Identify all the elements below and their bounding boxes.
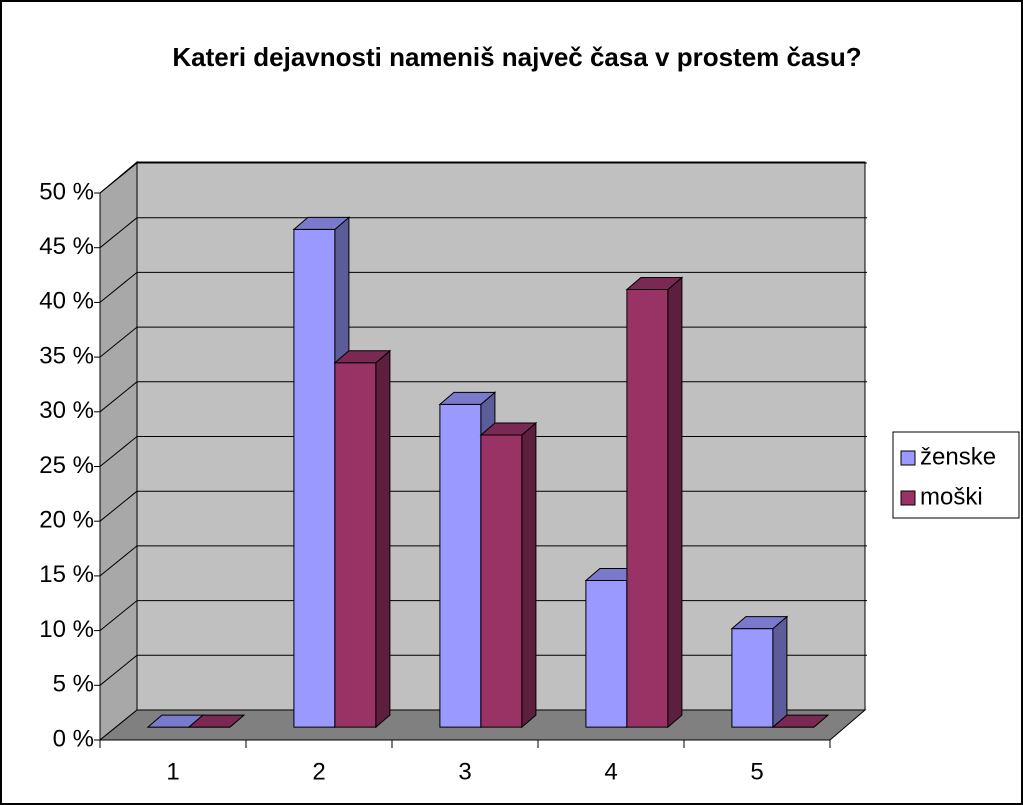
bar-front	[293, 228, 336, 728]
y-tick-label: 10 %	[39, 616, 94, 643]
bar-front	[731, 628, 774, 728]
grid-line	[99, 436, 138, 467]
grid-line	[99, 272, 138, 303]
y-tick-label: 15 %	[39, 561, 94, 588]
bar	[771, 714, 830, 728]
legend-label: ženske	[920, 443, 996, 470]
bar-front	[480, 434, 523, 728]
x-tick-label: 4	[604, 758, 617, 785]
bar-front	[439, 403, 482, 728]
bar-top	[730, 616, 789, 630]
y-tick-label: 25 %	[39, 452, 94, 479]
bar-side	[772, 615, 788, 729]
bar	[333, 349, 392, 729]
bar-top	[333, 350, 392, 364]
grid-line	[99, 490, 138, 522]
legend-box	[892, 431, 1020, 519]
bar	[730, 615, 789, 729]
y-tick-label: 45 %	[39, 233, 94, 260]
grid-line	[99, 326, 138, 358]
legend-swatch	[900, 450, 916, 466]
chart-title: Kateri dejavnosti nameniš največ časa v …	[172, 42, 862, 72]
bar-top	[625, 277, 684, 290]
grid-line	[99, 654, 138, 686]
bar-side	[375, 349, 391, 729]
grid-line	[99, 162, 138, 194]
legend-swatch	[900, 490, 916, 506]
y-tick-label: 35 %	[39, 342, 94, 369]
x-tick-label: 3	[458, 758, 471, 785]
y-tick-label: 20 %	[39, 507, 94, 534]
grid-line	[99, 381, 138, 413]
bar-front	[585, 580, 628, 728]
bar-top	[438, 391, 497, 405]
bar-side	[667, 276, 683, 729]
y-tick-label: 5 %	[53, 671, 94, 698]
y-tick-label: 0 %	[53, 725, 94, 752]
legend-label: moški	[920, 483, 983, 510]
y-tick-label: 40 %	[39, 288, 94, 315]
grid-line	[99, 545, 138, 577]
x-tick-label: 5	[750, 758, 763, 785]
bar-front	[626, 289, 669, 728]
bar-top	[292, 216, 351, 230]
y-tick-label: 50 %	[39, 178, 94, 205]
y-tick-label: 30 %	[39, 397, 94, 424]
bar	[479, 421, 538, 729]
bar-front	[334, 362, 377, 728]
bar-top	[479, 422, 538, 436]
x-tick-label: 1	[166, 758, 179, 785]
grid-line	[99, 217, 138, 249]
bar	[187, 714, 246, 728]
x-tick-label: 2	[312, 758, 325, 785]
bar-top	[187, 714, 246, 728]
bar-side	[521, 421, 537, 729]
grid-line	[99, 600, 138, 631]
bar-top	[771, 714, 830, 728]
bar	[625, 276, 684, 729]
